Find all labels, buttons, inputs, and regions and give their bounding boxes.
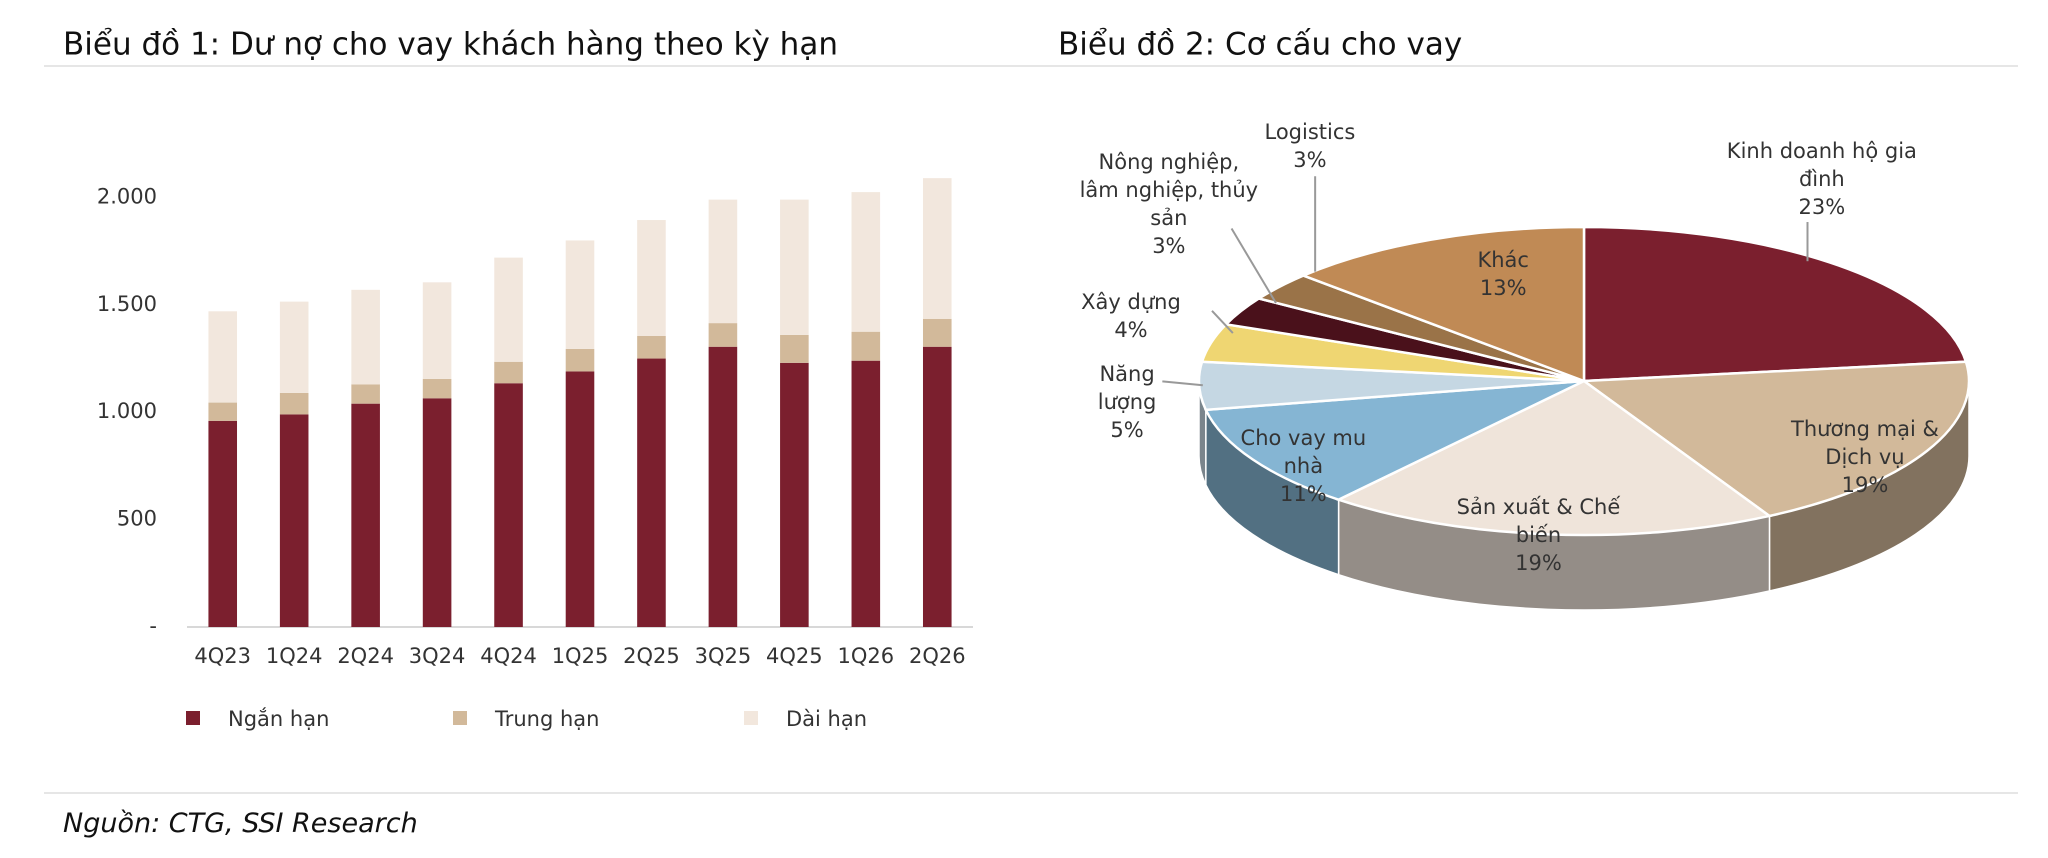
bar: [208, 311, 238, 403]
bar: [565, 348, 595, 372]
slice-value: 4%: [1114, 318, 1148, 343]
slice-name: Logistics: [1264, 120, 1356, 145]
bar: [637, 220, 666, 336]
bar: [351, 403, 380, 627]
slice-value: 3%: [1293, 148, 1327, 173]
bar: [351, 384, 380, 404]
legend-swatch: [186, 711, 200, 725]
bar: [351, 289, 380, 385]
slice-name: Kinh doanh hộ gia đình: [1726, 138, 1917, 191]
slice-name: Cho vay mu nhà: [1240, 426, 1367, 479]
slice-label: Logistics 3%: [1238, 118, 1382, 174]
slice-label: Kinh doanh hộ gia đình 23%: [1724, 137, 1920, 221]
x-tick-label: 3Q25: [695, 644, 752, 668]
bar: [422, 398, 452, 627]
source: Nguồn: CTG, SSI Research: [63, 808, 418, 839]
pie-slice: [1580, 360, 1971, 518]
slice-label: Thương mại & Dịch vụ 19%: [1767, 415, 1963, 499]
x-tick-label: 1Q25: [552, 644, 609, 668]
bar: [851, 360, 881, 627]
slice-label: Cho vay mu nhà 11%: [1225, 424, 1382, 508]
x-tick-label: 2Q24: [337, 644, 394, 668]
x-tick-label: 1Q24: [266, 644, 323, 668]
slice-name: Sản xuất & Chế biến: [1456, 495, 1621, 548]
slice-label: Xây dựng 4%: [1059, 288, 1203, 344]
bar: [637, 358, 666, 627]
chart-title: Biểu đồ 2: Cơ cấu cho vay: [1058, 27, 1462, 63]
bar: [780, 199, 809, 335]
slice-label: Nông nghiệp, lâm nghiệp, thủy sản 3%: [1077, 148, 1260, 260]
bar: [422, 282, 452, 379]
bar: [780, 334, 809, 363]
bar: [422, 378, 452, 399]
slice-label: Năng lượng 5%: [1081, 360, 1172, 444]
pie-slice: [1582, 225, 1968, 383]
bar: [922, 178, 952, 319]
x-tick-label: 2Q25: [623, 644, 680, 668]
bar: [279, 414, 309, 627]
bar: [922, 346, 952, 627]
pie-slice: [1203, 379, 1585, 502]
pie-slice: [1335, 379, 1773, 537]
leader-line: [1230, 228, 1277, 304]
x-tick-label: 2Q26: [909, 644, 966, 668]
bar: [494, 383, 523, 627]
bar: [708, 346, 738, 627]
y-tick-label: 500: [117, 507, 157, 531]
bar: [851, 192, 881, 332]
bar: [208, 420, 238, 627]
y-tick-label: 1.500: [97, 292, 157, 316]
slice-name: Xây dựng: [1081, 290, 1181, 315]
legend-label: Trung hạn: [494, 707, 600, 731]
chart-title: Biểu đồ 1: Dư nợ cho vay khách hàng theo…: [63, 27, 838, 63]
slice-name: Thương mại & Dịch vụ: [1791, 417, 1939, 470]
slice-value: 19%: [1841, 473, 1889, 498]
bar: [708, 323, 738, 347]
slice-name: Khác: [1477, 248, 1529, 273]
y-tick-label: 1.000: [97, 399, 157, 423]
leader-line: [1211, 310, 1234, 334]
slice-value: 19%: [1515, 551, 1562, 576]
slice-label: Sản xuất & Chế biến 19%: [1434, 493, 1643, 577]
legend-swatch: [453, 711, 467, 725]
bar: [565, 240, 595, 349]
slice-value: 3%: [1152, 233, 1186, 258]
legend-label: Dài hạn: [786, 707, 867, 731]
bar: [279, 392, 309, 415]
bar: [208, 402, 238, 421]
slice-name: Nông nghiệp, lâm nghiệp, thủy sản: [1079, 149, 1259, 230]
pie-slice: [1299, 225, 1586, 383]
slice-label: Khác 13%: [1444, 246, 1562, 302]
slice-value: 5%: [1110, 418, 1144, 443]
x-tick-label: 3Q24: [409, 644, 466, 668]
bar: [780, 362, 809, 627]
y-tick-label: 2.000: [97, 184, 157, 208]
slice-value: 11%: [1280, 482, 1327, 507]
x-tick-label: 4Q25: [766, 644, 823, 668]
slice-name: Năng lượng: [1097, 362, 1157, 415]
y-tick-label: -: [149, 614, 157, 638]
bar: [708, 199, 738, 324]
x-tick-label: 1Q26: [838, 644, 895, 668]
bar: [494, 361, 523, 384]
bar: [637, 335, 666, 359]
x-tick-label: 4Q24: [480, 644, 537, 668]
leader-line: [1162, 380, 1203, 387]
bar: [851, 331, 881, 361]
bar: [494, 257, 523, 362]
bar: [922, 318, 952, 347]
legend-swatch: [744, 711, 758, 725]
legend-label: Ngắn hạn: [228, 707, 329, 731]
bar: [565, 371, 595, 627]
bar: [279, 301, 309, 393]
x-tick-label: 4Q23: [194, 644, 251, 668]
slice-value: 23%: [1798, 194, 1846, 219]
slice-value: 13%: [1479, 276, 1527, 301]
